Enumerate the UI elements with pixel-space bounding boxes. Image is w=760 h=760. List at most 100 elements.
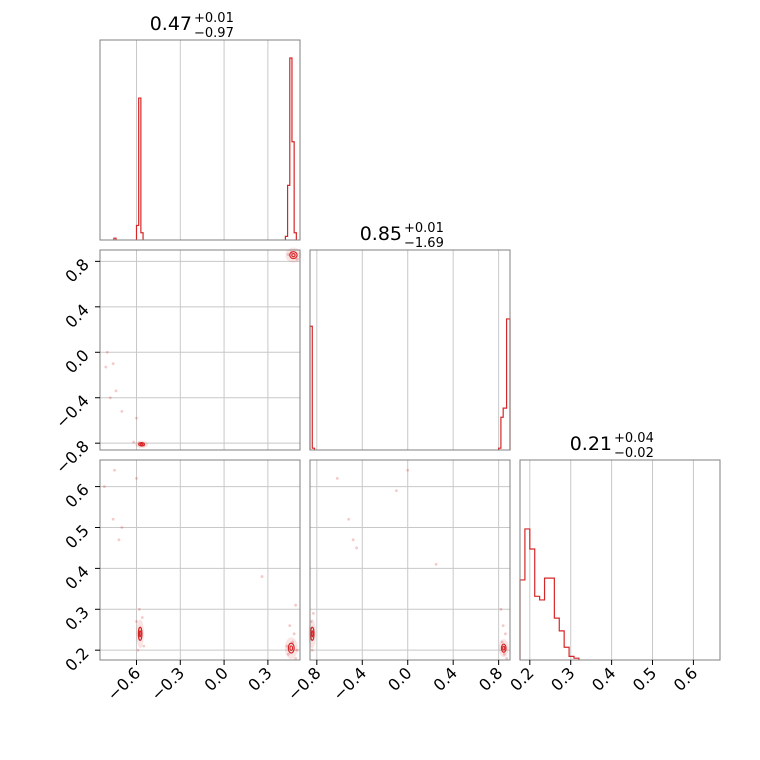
density-contour [500,643,507,653]
scatter-panel-frame [99,459,301,661]
sample-point [135,477,138,480]
sample-point [291,640,295,644]
sample-point [136,648,140,652]
x-tick-label: 0.4 [430,663,461,694]
scatter-panel-frame [309,459,511,661]
y-tick-label: 0.4 [61,562,92,593]
parameter-title-value: 0.21 [570,433,612,455]
y-tick-label: 0.6 [61,480,92,511]
sample-point [504,632,507,636]
scatter-panel-frame [99,249,301,451]
sample-point [347,517,351,521]
density-contour-inner [138,630,142,638]
sample-point [135,416,138,420]
density-region [135,440,149,449]
density-contour-inner [310,630,314,638]
density-region [498,639,509,658]
sample-point [434,562,438,566]
sample-point [499,607,503,611]
y-tick-label: 0.4 [61,300,92,331]
histogram-step-2 [519,528,580,660]
density-region [284,637,298,659]
histogram-panel-frame [519,459,721,661]
y-tick-label: 0.2 [61,644,92,675]
sample-point [105,350,109,354]
y-tick-label: 0.5 [61,521,92,552]
density-contour-inner [289,645,294,651]
y-tick-label: 0.8 [61,255,92,286]
sample-point [312,611,315,615]
sample-point [288,624,292,628]
sample-point [310,648,314,652]
sample-point [111,517,115,521]
parameter-title-upper-error: +0.04 [614,431,654,446]
sample-point [111,362,115,366]
sample-point [260,575,264,578]
sample-point [285,644,289,648]
density-contour [137,626,143,641]
sample-point [120,526,124,529]
sample-point [295,648,299,652]
density-contour-inner [502,645,506,651]
x-tick-label: −0.4 [329,663,370,704]
sample-point [113,468,116,472]
sample-point [355,546,358,550]
sample-point [286,652,290,656]
scatter-panel-background [100,460,300,660]
sample-point [295,257,299,261]
parameter-title-value: 0.85 [360,223,402,245]
scatter-panel-background [100,250,300,450]
sample-point [132,440,135,444]
sample-point [502,652,506,656]
parameter-title-upper-error: +0.01 [194,11,234,26]
parameter-title-upper-error: +0.01 [404,221,444,236]
y-tick-label: −0.8 [52,437,93,478]
sample-point [335,477,339,480]
sample-point [294,656,298,660]
density-contour [287,642,295,654]
y-tick-label: 0.0 [61,346,92,377]
sample-point [406,468,410,472]
density-region [136,619,144,649]
histogram-step-0 [113,57,297,240]
sample-point [135,620,138,623]
sample-point [292,632,296,636]
parameter-title-lower-error: −0.97 [194,26,234,41]
sample-point [294,603,298,607]
density-region [285,247,302,263]
parameter-title-lower-error: −1.69 [404,236,444,251]
x-tick-label: 0.4 [588,663,619,694]
x-tick-label: 0.0 [200,663,231,694]
x-tick-label: −0.3 [147,663,188,704]
x-tick-label: 0.8 [475,663,506,694]
parameter-title-lower-error: −0.02 [614,446,654,461]
y-tick-label: 0.3 [61,603,92,634]
histogram-panel-background [520,460,720,660]
parameter-title-value: 0.47 [150,13,192,35]
sample-point [500,640,504,644]
sample-point [286,253,290,256]
sample-point [117,538,121,542]
histogram-panel-frame [309,249,511,451]
histogram-panel-frame [99,39,301,241]
sample-point [351,538,355,542]
x-tick-label: −0.6 [103,663,144,704]
sample-point [102,485,106,488]
x-tick-label: −0.8 [284,663,325,704]
x-tick-label: 0.5 [629,663,660,694]
x-tick-label: 0.0 [384,663,415,694]
sample-point [138,607,141,611]
density-contour [138,442,146,447]
sample-point [120,409,124,413]
sample-point [142,644,146,648]
density-contour-inner [291,252,296,258]
sample-point [114,389,118,393]
density-contour-inner [139,442,144,446]
density-contour [309,626,315,641]
sample-point [108,396,112,400]
y-tick-label: −0.4 [52,391,93,432]
x-tick-label: 0.6 [670,663,701,694]
histogram-panel-background [100,40,300,240]
sample-point [505,656,508,660]
